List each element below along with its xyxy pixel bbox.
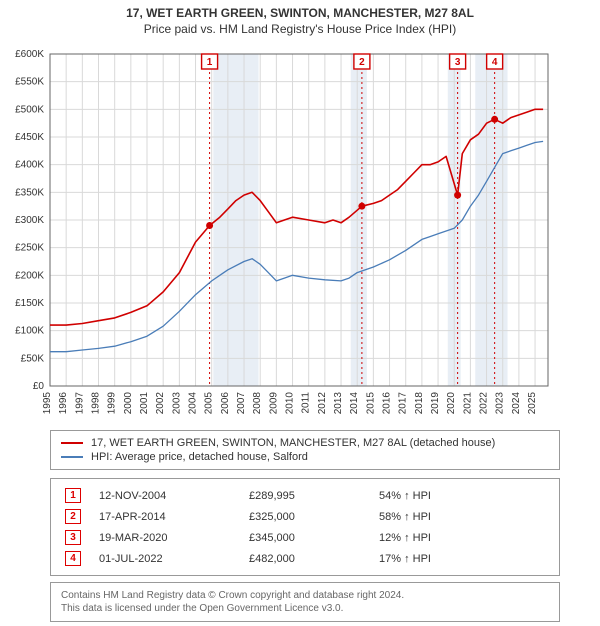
svg-text:2019: 2019 xyxy=(430,392,441,415)
marker-date: 19-MAR-2020 xyxy=(95,527,245,548)
svg-text:2025: 2025 xyxy=(527,392,538,415)
svg-text:£600K: £600K xyxy=(15,49,44,60)
footer-line-2: This data is licensed under the Open Gov… xyxy=(61,602,549,615)
svg-text:£100K: £100K xyxy=(15,326,44,337)
svg-text:1997: 1997 xyxy=(74,392,85,415)
marker-number-box: 4 xyxy=(65,551,81,566)
footer: Contains HM Land Registry data © Crown c… xyxy=(50,582,560,622)
marker-date: 12-NOV-2004 xyxy=(95,485,245,506)
svg-text:£550K: £550K xyxy=(15,77,44,88)
svg-text:£300K: £300K xyxy=(15,215,44,226)
svg-text:2008: 2008 xyxy=(252,392,263,415)
svg-text:2018: 2018 xyxy=(414,392,425,415)
svg-text:£0: £0 xyxy=(33,381,45,392)
legend-item: 17, WET EARTH GREEN, SWINTON, MANCHESTER… xyxy=(61,437,549,449)
title-line-2: Price paid vs. HM Land Registry's House … xyxy=(0,22,600,36)
svg-text:1998: 1998 xyxy=(91,392,102,415)
marker-number-box: 2 xyxy=(65,509,81,524)
marker-pct: 17% ↑ HPI xyxy=(375,548,549,569)
svg-text:£200K: £200K xyxy=(15,270,44,281)
svg-text:2012: 2012 xyxy=(317,392,328,415)
svg-text:£50K: £50K xyxy=(21,353,45,364)
svg-text:1: 1 xyxy=(207,57,213,68)
table-row: 4 01-JUL-2022£482,00017% ↑ HPI xyxy=(61,548,549,569)
svg-text:2005: 2005 xyxy=(204,392,215,415)
svg-text:2017: 2017 xyxy=(398,392,409,415)
svg-text:£150K: £150K xyxy=(15,298,44,309)
marker-price: £325,000 xyxy=(245,506,375,527)
svg-text:2000: 2000 xyxy=(123,392,134,415)
svg-text:£500K: £500K xyxy=(15,104,44,115)
svg-text:2024: 2024 xyxy=(511,392,522,415)
svg-text:2013: 2013 xyxy=(333,392,344,415)
svg-text:2: 2 xyxy=(359,57,365,68)
svg-text:2007: 2007 xyxy=(236,392,247,415)
marker-price: £482,000 xyxy=(245,548,375,569)
svg-text:4: 4 xyxy=(492,57,498,68)
marker-date: 17-APR-2014 xyxy=(95,506,245,527)
svg-text:2001: 2001 xyxy=(139,392,150,415)
svg-text:1996: 1996 xyxy=(58,392,69,415)
table-row: 1 12-NOV-2004£289,99554% ↑ HPI xyxy=(61,485,549,506)
marker-date: 01-JUL-2022 xyxy=(95,548,245,569)
svg-text:£250K: £250K xyxy=(15,243,44,254)
legend-item: HPI: Average price, detached house, Salf… xyxy=(61,451,549,463)
svg-text:2016: 2016 xyxy=(382,392,393,415)
chart: £0 £50K £100K £150K £200K £250K £300K £350K £400… xyxy=(0,46,560,426)
legend: 17, WET EARTH GREEN, SWINTON, MANCHESTER… xyxy=(50,430,560,470)
marker-table: 1 12-NOV-2004£289,99554% ↑ HPI 2 17-APR-201… xyxy=(50,478,560,576)
title-line-1: 17, WET EARTH GREEN, SWINTON, MANCHESTER… xyxy=(0,6,600,20)
svg-text:2021: 2021 xyxy=(462,392,473,415)
svg-text:1999: 1999 xyxy=(107,392,118,415)
table-row: 2 17-APR-2014£325,00058% ↑ HPI xyxy=(61,506,549,527)
svg-text:2006: 2006 xyxy=(220,392,231,415)
svg-text:2015: 2015 xyxy=(365,392,376,415)
svg-text:2003: 2003 xyxy=(171,392,182,415)
legend-label: HPI: Average price, detached house, Salf… xyxy=(91,451,308,463)
chart-svg: £0 £50K £100K £150K £200K £250K £300K £350K £400… xyxy=(0,46,560,426)
svg-text:2014: 2014 xyxy=(349,392,360,415)
marker-pct: 54% ↑ HPI xyxy=(375,485,549,506)
svg-text:2020: 2020 xyxy=(446,392,457,415)
svg-text:£400K: £400K xyxy=(15,160,44,171)
svg-text:2022: 2022 xyxy=(479,392,490,415)
svg-text:£350K: £350K xyxy=(15,187,44,198)
marker-pct: 12% ↑ HPI xyxy=(375,527,549,548)
svg-text:2009: 2009 xyxy=(268,392,279,415)
svg-text:1995: 1995 xyxy=(42,392,53,415)
marker-pct: 58% ↑ HPI xyxy=(375,506,549,527)
svg-text:2011: 2011 xyxy=(301,392,312,414)
marker-price: £345,000 xyxy=(245,527,375,548)
svg-text:2002: 2002 xyxy=(155,392,166,415)
legend-swatch xyxy=(61,456,83,458)
legend-label: 17, WET EARTH GREEN, SWINTON, MANCHESTER… xyxy=(91,437,495,449)
marker-number-box: 3 xyxy=(65,530,81,545)
svg-text:3: 3 xyxy=(455,57,461,68)
svg-text:2023: 2023 xyxy=(495,392,506,415)
svg-text:2010: 2010 xyxy=(285,392,296,415)
table-row: 3 19-MAR-2020£345,00012% ↑ HPI xyxy=(61,527,549,548)
marker-number-box: 1 xyxy=(65,488,81,503)
footer-line-1: Contains HM Land Registry data © Crown c… xyxy=(61,589,549,602)
svg-text:£450K: £450K xyxy=(15,132,44,143)
legend-swatch xyxy=(61,442,83,444)
marker-price: £289,995 xyxy=(245,485,375,506)
svg-text:2004: 2004 xyxy=(188,392,199,415)
